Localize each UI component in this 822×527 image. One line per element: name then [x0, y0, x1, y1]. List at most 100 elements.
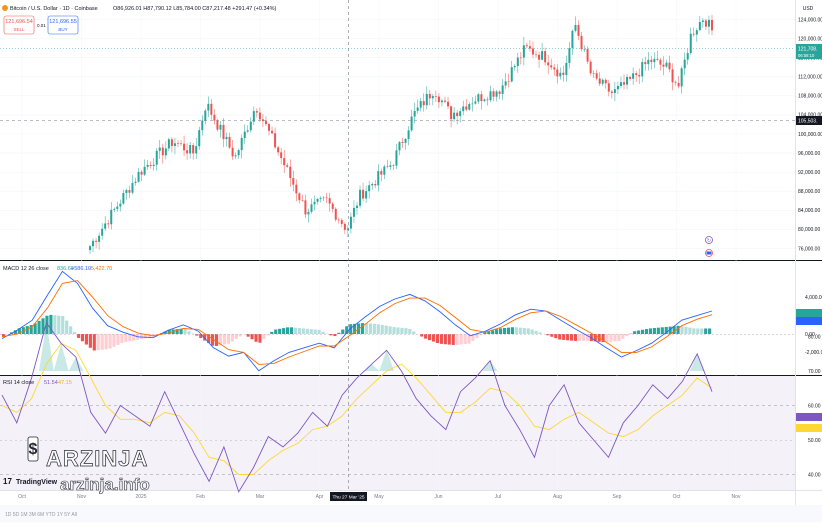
macd-tick-label: -2,000.00 [805, 350, 822, 356]
candle-body [584, 49, 586, 50]
candle-body [168, 139, 170, 148]
candle-body [135, 182, 137, 183]
macd-histogram-bar [381, 325, 384, 334]
candle-body [650, 60, 652, 62]
candle-body [547, 62, 549, 65]
macd-histogram-bar [258, 334, 261, 343]
candle-body [110, 210, 112, 224]
macd-histogram-bar [515, 327, 518, 334]
macd-histogram-bar [377, 324, 380, 334]
macd-histogram-bar [191, 333, 194, 334]
macd-histogram-bar [448, 334, 451, 345]
macd-histogram-bar [704, 328, 707, 334]
macd-histogram-bar [570, 334, 573, 341]
macd-histogram-bar [653, 328, 656, 334]
candle-body [380, 171, 382, 175]
macd-histogram-bar [286, 327, 289, 334]
candle-body [684, 60, 686, 69]
time-tick-label: Oct [18, 494, 26, 500]
macd-histogram-bar [109, 334, 112, 349]
macd-histogram-bar [645, 329, 648, 334]
price-tick-label: 80,000.00 [798, 227, 820, 233]
spread-value: 0.01 [37, 23, 46, 28]
macd-histogram-bar [696, 328, 699, 334]
candle-body [223, 125, 225, 139]
macd-histogram-bar [389, 326, 392, 334]
candle-body [368, 185, 370, 191]
event-icon: ↻ [707, 238, 711, 244]
macd-histogram-bar [274, 330, 277, 334]
candle-body [159, 148, 161, 151]
candle-body [605, 80, 607, 83]
candle-body [559, 73, 561, 77]
macd-histogram-bar [503, 328, 506, 334]
macd-histogram-bar [582, 334, 585, 341]
macd-histogram-bar [649, 328, 652, 334]
time-tick-label: Mar [256, 494, 265, 500]
candle-body [295, 185, 297, 194]
candle-body [529, 46, 531, 48]
candle-body [122, 193, 124, 204]
macd-histogram-bar [519, 328, 522, 334]
candle-body [207, 104, 209, 111]
candle-body [262, 119, 264, 121]
candle-body [423, 101, 425, 105]
candle-body [374, 184, 376, 185]
candle-body [496, 92, 498, 97]
candle-body [541, 51, 543, 60]
last-price-tag: 121,708. 06:58:10 [796, 44, 822, 59]
candle-body [219, 125, 221, 130]
symbol-header: Bitcoin / U.S. Dollar · 1D · Coinbase O8… [2, 5, 276, 12]
time-tick-label: Oct [673, 494, 681, 500]
macd-histogram-bar [215, 334, 218, 346]
symbol-title: Bitcoin / U.S. Dollar · 1D · Coinbase [10, 6, 98, 12]
macd-tick-label: 4,000.00 [805, 295, 822, 301]
macd-histogram-bar [562, 334, 565, 340]
candle-body [490, 91, 492, 100]
candle-body [568, 48, 570, 63]
candle-body [587, 49, 589, 62]
candle-body [344, 224, 346, 230]
time-tick-label: Nov [77, 494, 86, 500]
candle-body [693, 34, 695, 35]
candle-body [307, 212, 309, 215]
macd-histogram-bar [412, 331, 415, 334]
candle-body [180, 143, 182, 144]
bitcoin-icon [2, 5, 8, 11]
candle-body [511, 67, 513, 81]
candle-body [320, 198, 322, 199]
candle-body [532, 49, 534, 55]
macd-histogram-bar [310, 329, 313, 334]
time-tick-label: Feb [196, 494, 205, 500]
macd-histogram-bar [270, 332, 273, 334]
macd-histogram-bar [306, 329, 309, 334]
candle-body [304, 200, 306, 214]
sell-button[interactable]: 121,696.54 SELL [4, 16, 34, 34]
candle-body [119, 204, 121, 207]
buy-button[interactable]: 121,696.55 BUY [48, 16, 78, 34]
candle-body [323, 198, 325, 199]
macd-histogram-bar [617, 334, 620, 341]
rsi-tick-label: 40.00 [808, 472, 821, 478]
macd-histogram-bar [692, 328, 695, 334]
macd-histogram-bar [684, 327, 687, 334]
candle-body [341, 220, 343, 224]
candle-body [535, 55, 537, 56]
arzinja-site: arzinja.info [60, 475, 150, 494]
candle-body [465, 106, 467, 109]
candle-body [353, 208, 355, 217]
candle-body [408, 130, 410, 139]
macd-histogram-bar [566, 334, 569, 340]
candle-body [398, 142, 400, 150]
candle-body [171, 139, 173, 146]
candle-body [426, 94, 428, 105]
bottom-toolbar[interactable]: 1D 5D 1M 3M 6M YTD 1Y 5Y All [0, 505, 822, 522]
candle-body [250, 122, 252, 131]
candle-body [174, 143, 176, 146]
candle-body [599, 79, 601, 84]
macd-histogram-bar [700, 328, 703, 334]
candle-body [678, 83, 680, 86]
macd-histogram-bar [393, 327, 396, 334]
